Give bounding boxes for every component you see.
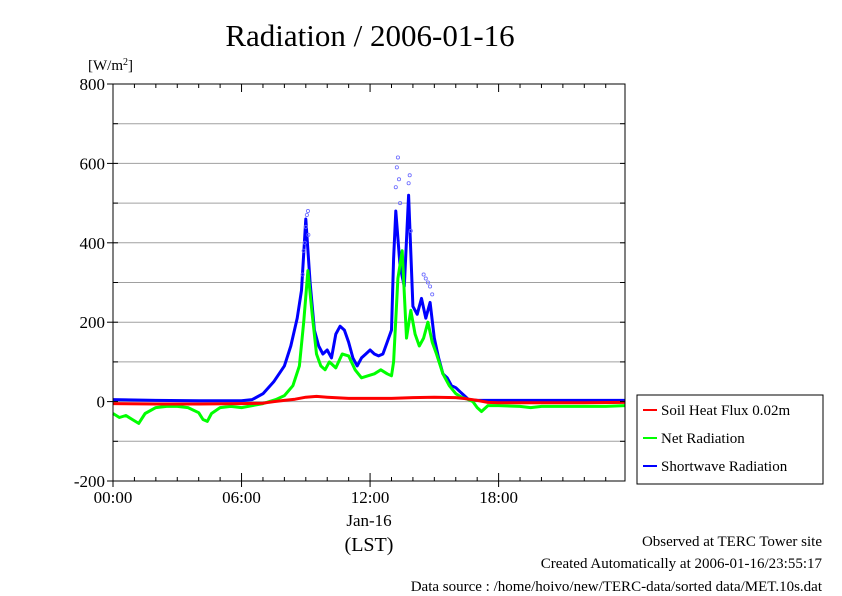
footer-source: Data source : /home/hoivo/new/TERC-data/… (410, 579, 822, 595)
scatter-point (393, 185, 398, 190)
legend-label-net: Net Radiation (661, 431, 745, 447)
scatter-points (300, 155, 435, 297)
scatter-point (306, 232, 311, 237)
scatter-point (430, 292, 435, 297)
x-tick-label: 00:00 (94, 488, 133, 507)
y-tick-label: 800 (80, 75, 106, 94)
x-tick-label: 18:00 (479, 488, 518, 507)
legend-label-shortwave: Shortwave Radiation (661, 459, 788, 475)
x-axis-label: (LST) (345, 534, 394, 556)
scatter-point (425, 280, 430, 285)
grid-lines (113, 123, 625, 442)
y-tick-label: 600 (80, 154, 106, 173)
series-line-2 (112, 193, 625, 403)
scatter-point (421, 272, 426, 277)
x-axis-ticks: 00:00 06:00 12:00 18:00 (94, 84, 607, 507)
chart-title: Radiation / 2006-01-16 (225, 18, 514, 53)
scatter-point (300, 272, 305, 277)
scatter-point (407, 173, 412, 178)
legend-label-soil: Soil Heat Flux 0.02m (661, 403, 791, 419)
x-tick-label: 06:00 (222, 488, 261, 507)
scatter-point (303, 224, 308, 229)
y-axis-ticks: -200 0 200 400 600 800 (74, 75, 625, 491)
y-tick-label: -200 (74, 472, 105, 491)
scatter-point (428, 284, 433, 289)
scatter-point (406, 181, 411, 186)
scatter-point (423, 276, 428, 281)
scatter-point (398, 201, 403, 206)
footer-created: Created Automatically at 2006-01-16/23:5… (540, 556, 822, 572)
scatter-point (305, 209, 310, 214)
y-axis-unit: [W/m2] (88, 57, 133, 74)
scatter-point (395, 155, 400, 160)
x-axis-date-label: Jan-16 (346, 511, 391, 530)
scatter-point (301, 248, 306, 253)
series-line-0 (112, 394, 626, 406)
y-tick-label: 200 (80, 313, 106, 332)
scatter-point (408, 228, 413, 233)
x-tick-label: 12:00 (351, 488, 390, 507)
series-lines (112, 193, 626, 425)
y-tick-label: 0 (97, 393, 106, 412)
scatter-point (302, 240, 307, 245)
scatter-point (304, 213, 309, 218)
scatter-point (394, 165, 399, 170)
scatter-point (396, 177, 401, 182)
footer-observed: Observed at TERC Tower site (641, 534, 822, 550)
y-tick-label: 400 (80, 234, 106, 253)
legend-box (636, 394, 824, 485)
legend: Soil Heat Flux 0.02m Net Radiation Short… (636, 394, 824, 485)
